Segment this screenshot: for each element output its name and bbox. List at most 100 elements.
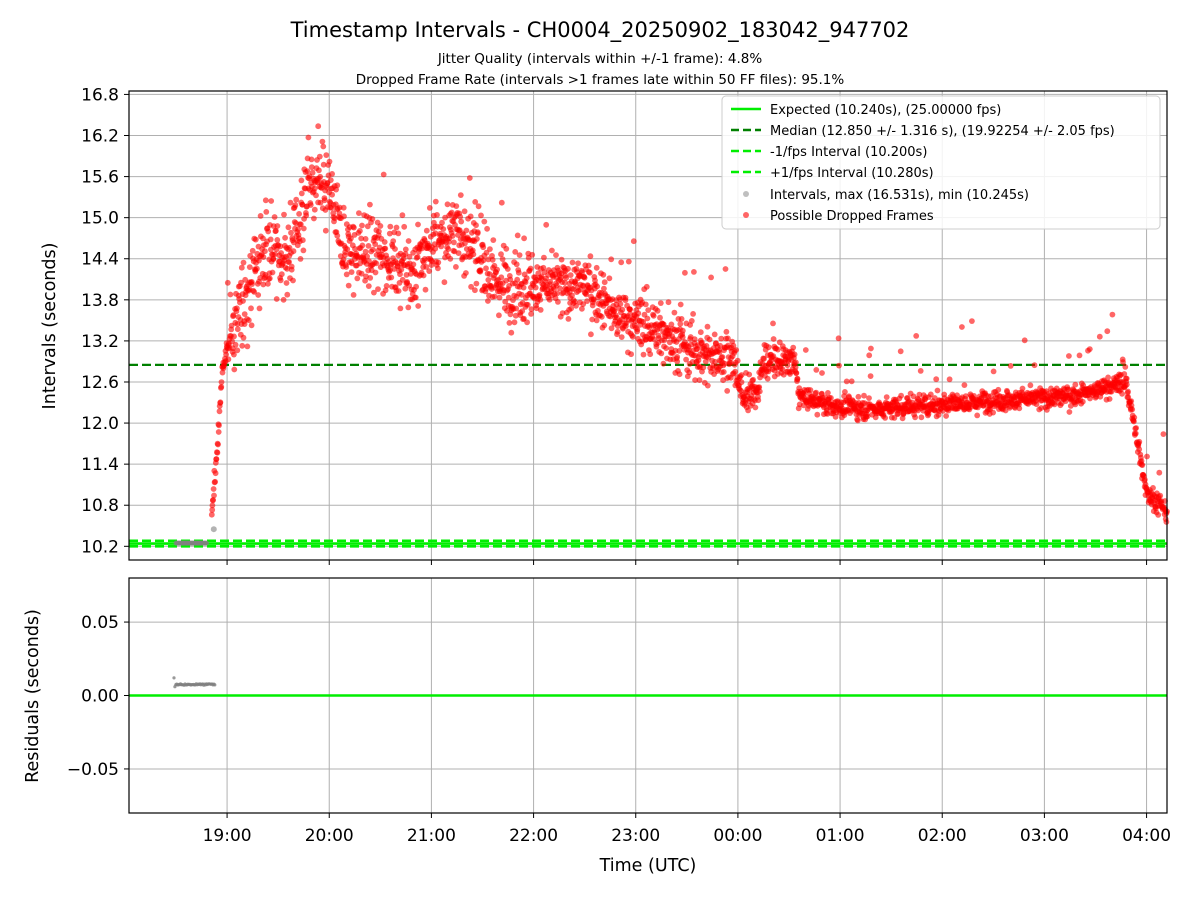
dropped-frame-point: [513, 305, 520, 312]
dropped-frame-point: [682, 269, 688, 276]
dropped-frame-point: [292, 202, 299, 209]
dropped-frame-point: [473, 280, 480, 287]
dropped-frame-point: [528, 311, 534, 317]
dropped-frame-point: [779, 366, 786, 373]
dropped-frame-point: [359, 242, 366, 249]
dropped-frame-point: [711, 331, 718, 338]
dropped-frame-point: [668, 321, 675, 328]
dropped-frame-point: [382, 287, 389, 294]
dropped-frame-point: [540, 264, 547, 271]
dropped-frame-point: [371, 289, 377, 296]
dropped-frame-point: [524, 301, 531, 308]
dropped-frame-point: [825, 390, 831, 396]
residuals-axes: 0.05 0.00 −0.05 19:00 20:00 21:00 22:00 23:00 00…: [67, 577, 1171, 846]
dropped-frame-point: [485, 277, 492, 283]
dropped-frame-point: [432, 245, 439, 252]
dropped-frame-point: [298, 190, 305, 197]
dropped-frame-point: [244, 343, 251, 350]
dropped-frame-point: [232, 341, 239, 348]
dropped-frame-point: [432, 230, 439, 237]
dropped-frame-point: [209, 502, 216, 509]
dropped-frame-point: [521, 235, 527, 242]
y-tick-label: 10.8: [81, 496, 119, 516]
dropped-frame-point: [775, 346, 781, 353]
dropped-frame-point: [457, 213, 464, 220]
dropped-frame-point: [537, 296, 544, 303]
dropped-frame-point: [606, 275, 613, 282]
dropped-frame-point: [215, 441, 221, 448]
dropped-frame-point: [467, 213, 474, 220]
dropped-frame-point: [898, 392, 904, 399]
dropped-frame-point: [432, 198, 439, 205]
dropped-frame-point: [481, 218, 488, 225]
dropped-frame-point: [917, 368, 924, 374]
dropped-frame-point: [217, 399, 224, 406]
dropped-frame-point: [309, 169, 316, 176]
dropped-frame-point: [677, 301, 684, 308]
dropped-frame-point: [212, 470, 219, 477]
dropped-frame-point: [491, 293, 498, 300]
dropped-frame-point: [248, 322, 255, 329]
intervals-reference-lines: [129, 363, 1167, 548]
dropped-frame-point: [553, 252, 559, 258]
dropped-frame-point: [569, 259, 576, 266]
dropped-frame-point: [679, 327, 686, 334]
dropped-frame-point: [278, 271, 285, 278]
dropped-frame-point: [472, 287, 478, 294]
dropped-frame-point: [358, 270, 365, 277]
dropped-frame-point: [435, 259, 442, 266]
dropped-frame-point: [515, 269, 522, 276]
dropped-frame-point: [296, 211, 302, 217]
dropped-frame-point: [674, 354, 681, 360]
dropped-frame-point: [321, 197, 328, 204]
dropped-frame-point: [288, 229, 294, 236]
dropped-frame-point: [704, 323, 711, 330]
dropped-frame-point: [227, 291, 234, 298]
dropped-frame-point: [298, 177, 305, 184]
dropped-frame-point: [211, 492, 217, 499]
dropped-frame-point: [412, 294, 419, 301]
dropped-frame-point: [589, 316, 596, 323]
dropped-frame-point: [959, 324, 965, 330]
dropped-frame-point: [311, 185, 318, 192]
dropped-frame-point: [995, 386, 1002, 393]
dropped-frame-point: [791, 351, 798, 358]
dropped-frame-point: [558, 256, 565, 263]
dropped-frame-point: [755, 397, 762, 404]
dropped-frame-point: [581, 274, 588, 281]
legend-intervals-marker: [743, 191, 749, 197]
dropped-frame-point: [265, 280, 271, 287]
dropped-frame-point: [969, 318, 975, 324]
dropped-frame-point: [563, 274, 570, 281]
dropped-frame-point: [506, 320, 513, 326]
dropped-frame-point: [990, 409, 996, 416]
dropped-frame-point: [274, 237, 281, 243]
dropped-frame-point: [818, 390, 825, 397]
dropped-frame-point: [269, 269, 276, 276]
dropped-frame-point: [538, 273, 545, 280]
dropped-frame-point: [474, 229, 481, 236]
dropped-frame-point: [854, 417, 861, 424]
dropped-frame-point: [290, 277, 296, 284]
dropped-frame-point: [650, 312, 657, 319]
dropped-frame-point: [297, 221, 304, 228]
dropped-frame-point: [730, 342, 737, 349]
dropped-frame-point: [370, 246, 376, 253]
dropped-frame-point: [267, 236, 274, 243]
y-tick-label: −0.05: [67, 760, 119, 780]
x-tick-label: 22:00: [509, 826, 558, 846]
dropped-frame-point: [241, 311, 248, 317]
dropped-frame-point: [586, 269, 593, 276]
dropped-frame-point: [255, 292, 262, 298]
dropped-frame-point: [1157, 492, 1164, 499]
dropped-frame-point: [281, 211, 287, 218]
dropped-frame-point: [508, 329, 515, 336]
dropped-frame-point: [594, 283, 601, 290]
chart-title: Timestamp Intervals - CH0004_20250902_18…: [290, 18, 910, 43]
dropped-frame-point: [1104, 328, 1111, 335]
dropped-frame-point: [721, 360, 728, 367]
dropped-frame-point: [558, 274, 564, 281]
dropped-frame-point: [629, 333, 636, 340]
dropped-frame-point: [543, 221, 550, 228]
dropped-frame-point: [402, 246, 409, 253]
